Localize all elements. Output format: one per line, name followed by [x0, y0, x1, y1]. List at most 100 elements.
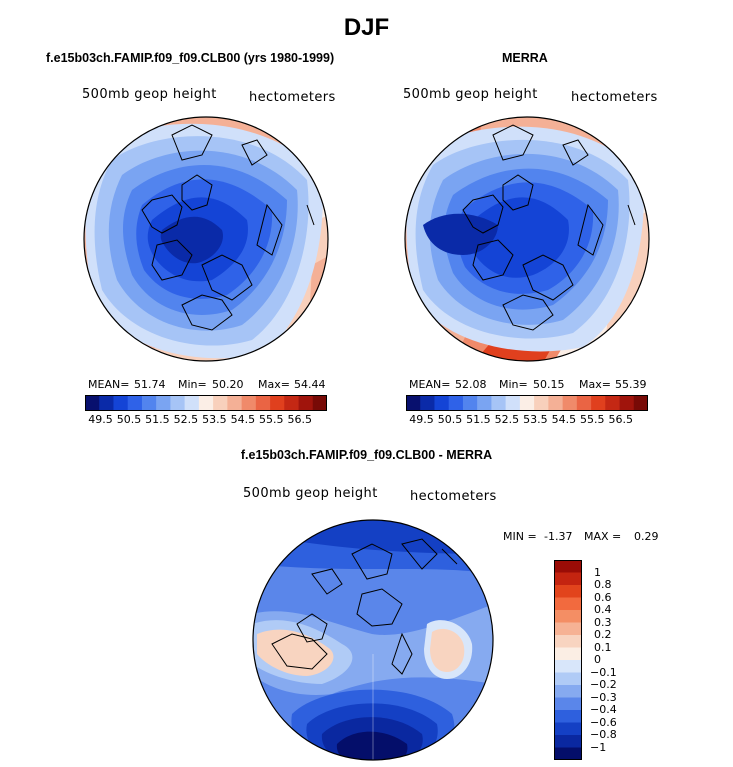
colorbar-tick-label: 55.5: [259, 413, 284, 426]
left-colorbar-ticks: 49.5 50.5 51.5 52.5 53.5 54.5 55.5 56.5: [85, 413, 327, 427]
left-mean-label: MEAN=: [88, 378, 130, 391]
diff-colorbar-swatch: [554, 610, 582, 623]
diff-colorbar-tick-label: −0.2: [590, 678, 617, 691]
diff-colorbar: [554, 560, 582, 760]
right-colorbar: [406, 395, 648, 411]
colorbar-swatch: [85, 395, 100, 411]
colorbar-swatch: [141, 395, 157, 411]
colorbar-swatch: [633, 395, 648, 411]
diff-min-value: -1.37: [544, 530, 573, 543]
colorbar-swatch: [448, 395, 464, 411]
colorbar-tick-label: 52.5: [173, 413, 199, 426]
diff-colorbar-ticks: 1 0.8 0.6 0.4 0.3 0.2 0.1 0 −0.1 −0.2 −0.3 −0.4 −0.6…: [590, 560, 650, 760]
colorbar-tick-label: 50.5: [116, 413, 142, 426]
colorbar-tick-label: 54.5: [551, 413, 577, 426]
left-colorbar: [85, 395, 327, 411]
diff-colorbar-border: [554, 560, 582, 760]
colorbar-swatch: [170, 395, 185, 411]
diff-colorbar-tick-label: 1: [594, 565, 601, 579]
left-max-value: 54.44: [294, 378, 326, 391]
diff-colorbar-swatch: [554, 685, 582, 698]
colorbar-tick-label: 51.5: [145, 413, 170, 426]
colorbar-swatch: [184, 395, 200, 411]
diff-colorbar-swatch: [554, 635, 582, 648]
colorbar-tick-label: 53.5: [523, 413, 548, 426]
colorbar-swatch: [619, 395, 635, 411]
colorbar-swatch: [477, 395, 492, 411]
colorbar-tick-label: 51.5: [466, 413, 491, 426]
diff-colorbar-swatch: [554, 622, 582, 636]
diff-colorbar-tick-label: 0.2: [594, 628, 612, 641]
colorbar-border: [406, 395, 648, 411]
right-panel-title: MERRA: [502, 51, 548, 65]
colorbar-swatch: [241, 395, 257, 411]
diff-colorbar-swatch: [554, 735, 582, 748]
diff-colorbar-swatch: [554, 747, 582, 760]
colorbar-swatch: [406, 395, 421, 411]
right-colorbar-ticks: 49.5 50.5 51.5 52.5 53.5 54.5 55.5 56.5: [406, 413, 648, 427]
diff-colorbar-tick-label: 0.8: [594, 578, 612, 591]
colorbar-tick-label: 56.5: [608, 413, 634, 426]
colorbar-swatch: [605, 395, 620, 411]
colorbar-swatch: [270, 395, 285, 411]
colorbar-swatch: [420, 395, 435, 411]
diff-units-label: hectometers: [410, 489, 497, 504]
diff-polar-map: [252, 519, 494, 761]
left-max-label: Max=: [258, 378, 290, 391]
diff-variable-label: 500mb geop height: [243, 486, 378, 501]
colorbar-swatch: [491, 395, 506, 411]
diff-colorbar-swatch: [554, 597, 582, 611]
left-mean-value: 51.74: [134, 378, 166, 391]
left-min-value: 50.20: [212, 378, 244, 391]
left-polar-map: [83, 116, 329, 362]
colorbar-swatch: [198, 395, 214, 411]
colorbar-swatch: [434, 395, 450, 411]
colorbar-tick-label: 50.5: [437, 413, 463, 426]
diff-colorbar-swatch: [554, 660, 582, 673]
diff-colorbar-swatch: [554, 560, 582, 573]
diff-max-value: 0.29: [634, 530, 659, 543]
diff-min-label: MIN =: [503, 530, 537, 543]
colorbar-swatch: [255, 395, 271, 411]
diff-colorbar-tick-label: 0.4: [594, 603, 612, 616]
right-mean-value: 52.08: [455, 378, 487, 391]
right-min-value: 50.15: [533, 378, 565, 391]
diff-colorbar-tick-label: −0.1: [590, 665, 617, 679]
right-mean-label: MEAN=: [409, 378, 451, 391]
colorbar-swatch: [213, 395, 228, 411]
diff-max-label: MAX =: [584, 530, 622, 543]
diff-colorbar-swatch: [554, 672, 582, 686]
colorbar-swatch: [156, 395, 171, 411]
diff-colorbar-swatch: [554, 647, 582, 661]
colorbar-tick-label: 54.5: [230, 413, 256, 426]
right-units-label: hectometers: [571, 90, 658, 105]
colorbar-tick-label: 49.5: [409, 413, 434, 426]
colorbar-tick-label: 55.5: [580, 413, 605, 426]
diff-colorbar-tick-label: −0.6: [590, 715, 617, 729]
colorbar-swatch: [576, 395, 592, 411]
colorbar-swatch: [505, 395, 521, 411]
colorbar-swatch: [99, 395, 114, 411]
colorbar-swatch: [127, 395, 143, 411]
diff-colorbar-swatch: [554, 722, 582, 736]
colorbar-swatch: [519, 395, 535, 411]
page-title: DJF: [343, 14, 390, 41]
diff-colorbar-tick-label: −0.4: [590, 703, 617, 716]
diff-colorbar-tick-label: −0.3: [590, 690, 617, 704]
colorbar-swatch: [591, 395, 606, 411]
colorbar-swatch: [312, 395, 327, 411]
left-min-label: Min=: [178, 378, 207, 391]
diff-colorbar-swatch: [554, 585, 582, 598]
colorbar-swatch: [562, 395, 578, 411]
colorbar-swatch: [298, 395, 314, 411]
diff-colorbar-tick-label: 0: [594, 653, 601, 666]
diff-colorbar-swatch: [554, 572, 582, 586]
diff-colorbar-tick-label: 0.1: [594, 640, 612, 654]
colorbar-tick-label: 53.5: [202, 413, 227, 426]
colorbar-swatch: [113, 395, 129, 411]
diff-colorbar-tick-label: 0.3: [594, 615, 612, 629]
colorbar-tick-label: 49.5: [88, 413, 113, 426]
left-variable-label: 500mb geop height: [82, 87, 217, 102]
diff-colorbar-tick-label: −0.8: [590, 728, 617, 741]
right-max-value: 55.39: [615, 378, 647, 391]
